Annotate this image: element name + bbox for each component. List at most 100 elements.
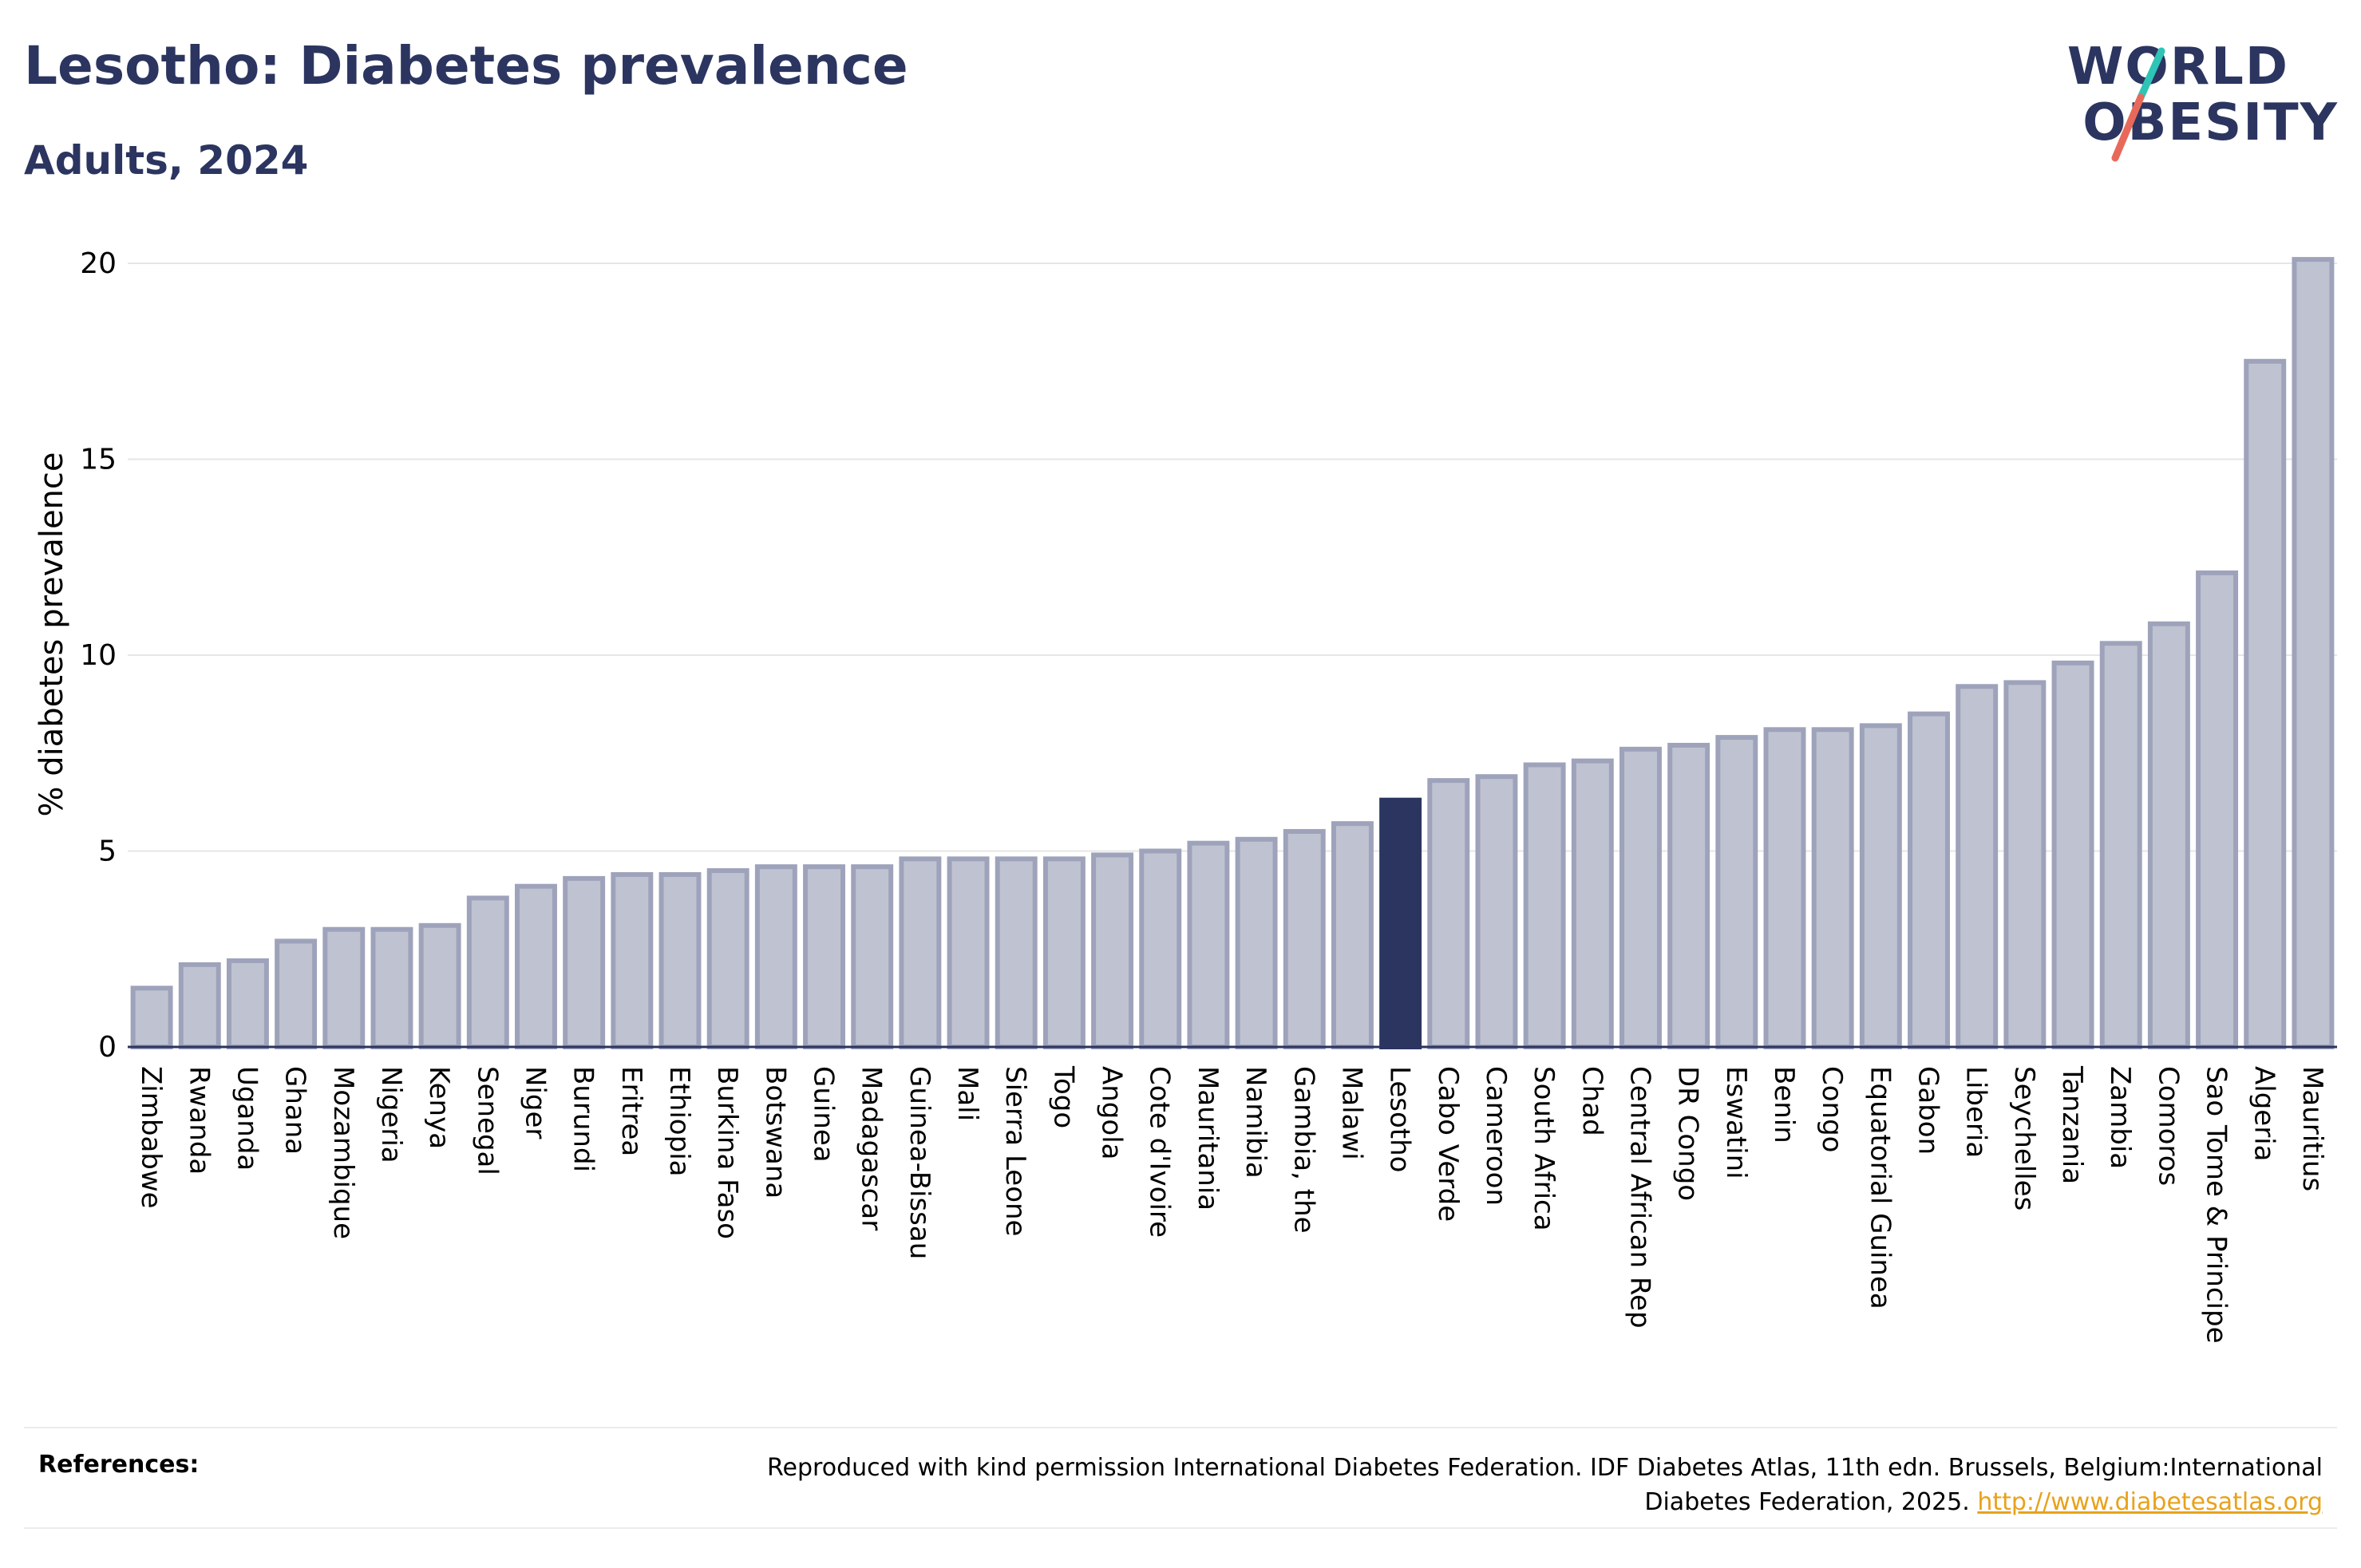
x-tick-label: Mauritius bbox=[2296, 1066, 2328, 1191]
y-tick-label: 10 bbox=[80, 639, 117, 672]
x-tick-label: Niger bbox=[519, 1066, 551, 1139]
bar bbox=[1619, 746, 1662, 1050]
chart-title: Lesotho: Diabetes prevalence bbox=[24, 35, 908, 97]
x-tick-label: Eswatini bbox=[1720, 1066, 1752, 1179]
x-tick-label: South Africa bbox=[1528, 1066, 1560, 1231]
y-axis-ticks: 0 5 10 15 20 bbox=[80, 247, 117, 1064]
y-tick-label: 15 bbox=[80, 444, 117, 476]
bar bbox=[947, 856, 990, 1049]
x-tick-label: Mali bbox=[951, 1066, 983, 1121]
x-tick-label: Sierra Leone bbox=[999, 1066, 1031, 1236]
bar bbox=[1763, 727, 1806, 1049]
x-tick-label: Guinea bbox=[808, 1066, 840, 1163]
y-axis-label: % diabetes prevalence bbox=[34, 452, 70, 816]
bar bbox=[322, 926, 366, 1049]
x-tick-label: Ghana bbox=[279, 1066, 311, 1155]
x-tick-label: Eritrea bbox=[615, 1066, 647, 1156]
x-tick-label: Ethiopia bbox=[663, 1066, 695, 1176]
bar bbox=[2244, 358, 2287, 1049]
logo-line-1: WORLD bbox=[2066, 38, 2289, 97]
x-tick-label: Gambia, the bbox=[1287, 1066, 1319, 1234]
x-tick-label: Namibia bbox=[1240, 1066, 1271, 1179]
x-tick-label: Zimbabwe bbox=[135, 1066, 167, 1209]
x-tick-label: Central African Rep bbox=[1623, 1066, 1655, 1329]
x-tick-label: Togo bbox=[1047, 1065, 1079, 1128]
bar bbox=[1908, 711, 1950, 1050]
bar bbox=[466, 895, 509, 1050]
references-link[interactable]: http://www.diabetesatlas.org bbox=[1977, 1488, 2323, 1516]
bar bbox=[1235, 836, 1278, 1050]
world-obesity-logo: WORLD OBESITY bbox=[2067, 24, 2339, 168]
x-tick-label: Uganda bbox=[231, 1066, 263, 1171]
x-tick-label: DR Congo bbox=[1672, 1066, 1704, 1201]
bar bbox=[851, 864, 894, 1050]
bar bbox=[1283, 828, 1326, 1049]
bar bbox=[275, 938, 318, 1050]
bar bbox=[706, 868, 749, 1050]
bar bbox=[1427, 778, 1470, 1049]
x-tick-label: Benin bbox=[1768, 1066, 1800, 1143]
x-tick-label: Mauritania bbox=[1192, 1066, 1224, 1211]
bar bbox=[370, 926, 413, 1049]
x-tick-label: Burundi bbox=[568, 1066, 599, 1172]
bar-chart: 0 5 10 15 20 % diabetes prevalence Zimbabwe R… bbox=[34, 247, 2337, 1344]
chart-subtitle: Adults, 2024 bbox=[24, 137, 309, 184]
references-citation: Reproduced with kind permission Internat… bbox=[767, 1454, 2323, 1516]
x-tick-label: Congo bbox=[1816, 1066, 1848, 1152]
bar bbox=[2292, 257, 2335, 1049]
bar bbox=[1331, 821, 1374, 1049]
x-tick-label: Cote d'Ivoire bbox=[1144, 1066, 1176, 1238]
bar bbox=[754, 864, 797, 1050]
logo-slash-icon bbox=[2111, 47, 2165, 162]
bar bbox=[418, 922, 461, 1050]
bar bbox=[1042, 856, 1086, 1049]
bar bbox=[611, 871, 654, 1049]
x-tick-label: Rwanda bbox=[183, 1066, 215, 1175]
bar bbox=[130, 985, 173, 1049]
x-tick-label: Malawi bbox=[1335, 1066, 1367, 1160]
bar bbox=[1715, 735, 1758, 1049]
x-tick-label: Cabo Verde bbox=[1432, 1066, 1464, 1222]
x-tick-label: Guinea-Bissau bbox=[904, 1066, 935, 1259]
bar bbox=[1139, 848, 1182, 1049]
x-tick-label: Equatorial Guinea bbox=[1864, 1066, 1896, 1309]
x-tick-label: Senegal bbox=[471, 1066, 503, 1175]
bar bbox=[2051, 660, 2094, 1049]
bar bbox=[995, 856, 1038, 1049]
x-tick-label: Kenya bbox=[423, 1066, 455, 1149]
x-tick-label: Gabon bbox=[1912, 1066, 1944, 1155]
bar bbox=[178, 962, 221, 1050]
bar bbox=[1667, 742, 1710, 1049]
x-tick-label: Mozambique bbox=[327, 1066, 359, 1239]
bar bbox=[803, 864, 845, 1050]
x-tick-label: Comoros bbox=[2152, 1066, 2184, 1186]
x-axis-labels: Zimbabwe Rwanda Uganda Ghana Mozambique Niger… bbox=[135, 1065, 2328, 1344]
x-tick-label: Sao Tome & Principe bbox=[2201, 1066, 2232, 1344]
x-tick-label: Nigeria bbox=[375, 1066, 407, 1163]
bar bbox=[1187, 840, 1230, 1050]
bar bbox=[658, 871, 702, 1049]
references-text: Reproduced with kind permission Internat… bbox=[726, 1451, 2323, 1519]
bar bbox=[2147, 621, 2190, 1049]
x-tick-label: Cameroon bbox=[1480, 1066, 1512, 1206]
bar bbox=[2003, 680, 2047, 1049]
x-tick-label: Burkina Faso bbox=[711, 1066, 743, 1239]
x-tick-label: Liberia bbox=[1960, 1066, 1992, 1158]
x-tick-label: Algeria bbox=[2248, 1066, 2280, 1161]
bar bbox=[2099, 641, 2142, 1050]
x-tick-label: Tanzania bbox=[2056, 1065, 2088, 1184]
bar bbox=[1811, 727, 1854, 1049]
bars bbox=[130, 257, 2335, 1050]
x-tick-label: Madagascar bbox=[856, 1066, 888, 1230]
bar bbox=[1859, 723, 1902, 1049]
y-tick-label: 20 bbox=[80, 247, 117, 280]
x-tick-label: Chad bbox=[1576, 1066, 1608, 1136]
x-tick-label: Seychelles bbox=[2008, 1066, 2040, 1211]
bar bbox=[2196, 570, 2239, 1049]
x-tick-label: Botswana bbox=[759, 1066, 791, 1199]
bar bbox=[1956, 684, 1999, 1050]
bar bbox=[899, 856, 942, 1049]
x-tick-label: Zambia bbox=[2104, 1066, 2136, 1169]
bar bbox=[1475, 774, 1518, 1050]
references-box: References: Reproduced with kind permiss… bbox=[24, 1427, 2337, 1529]
